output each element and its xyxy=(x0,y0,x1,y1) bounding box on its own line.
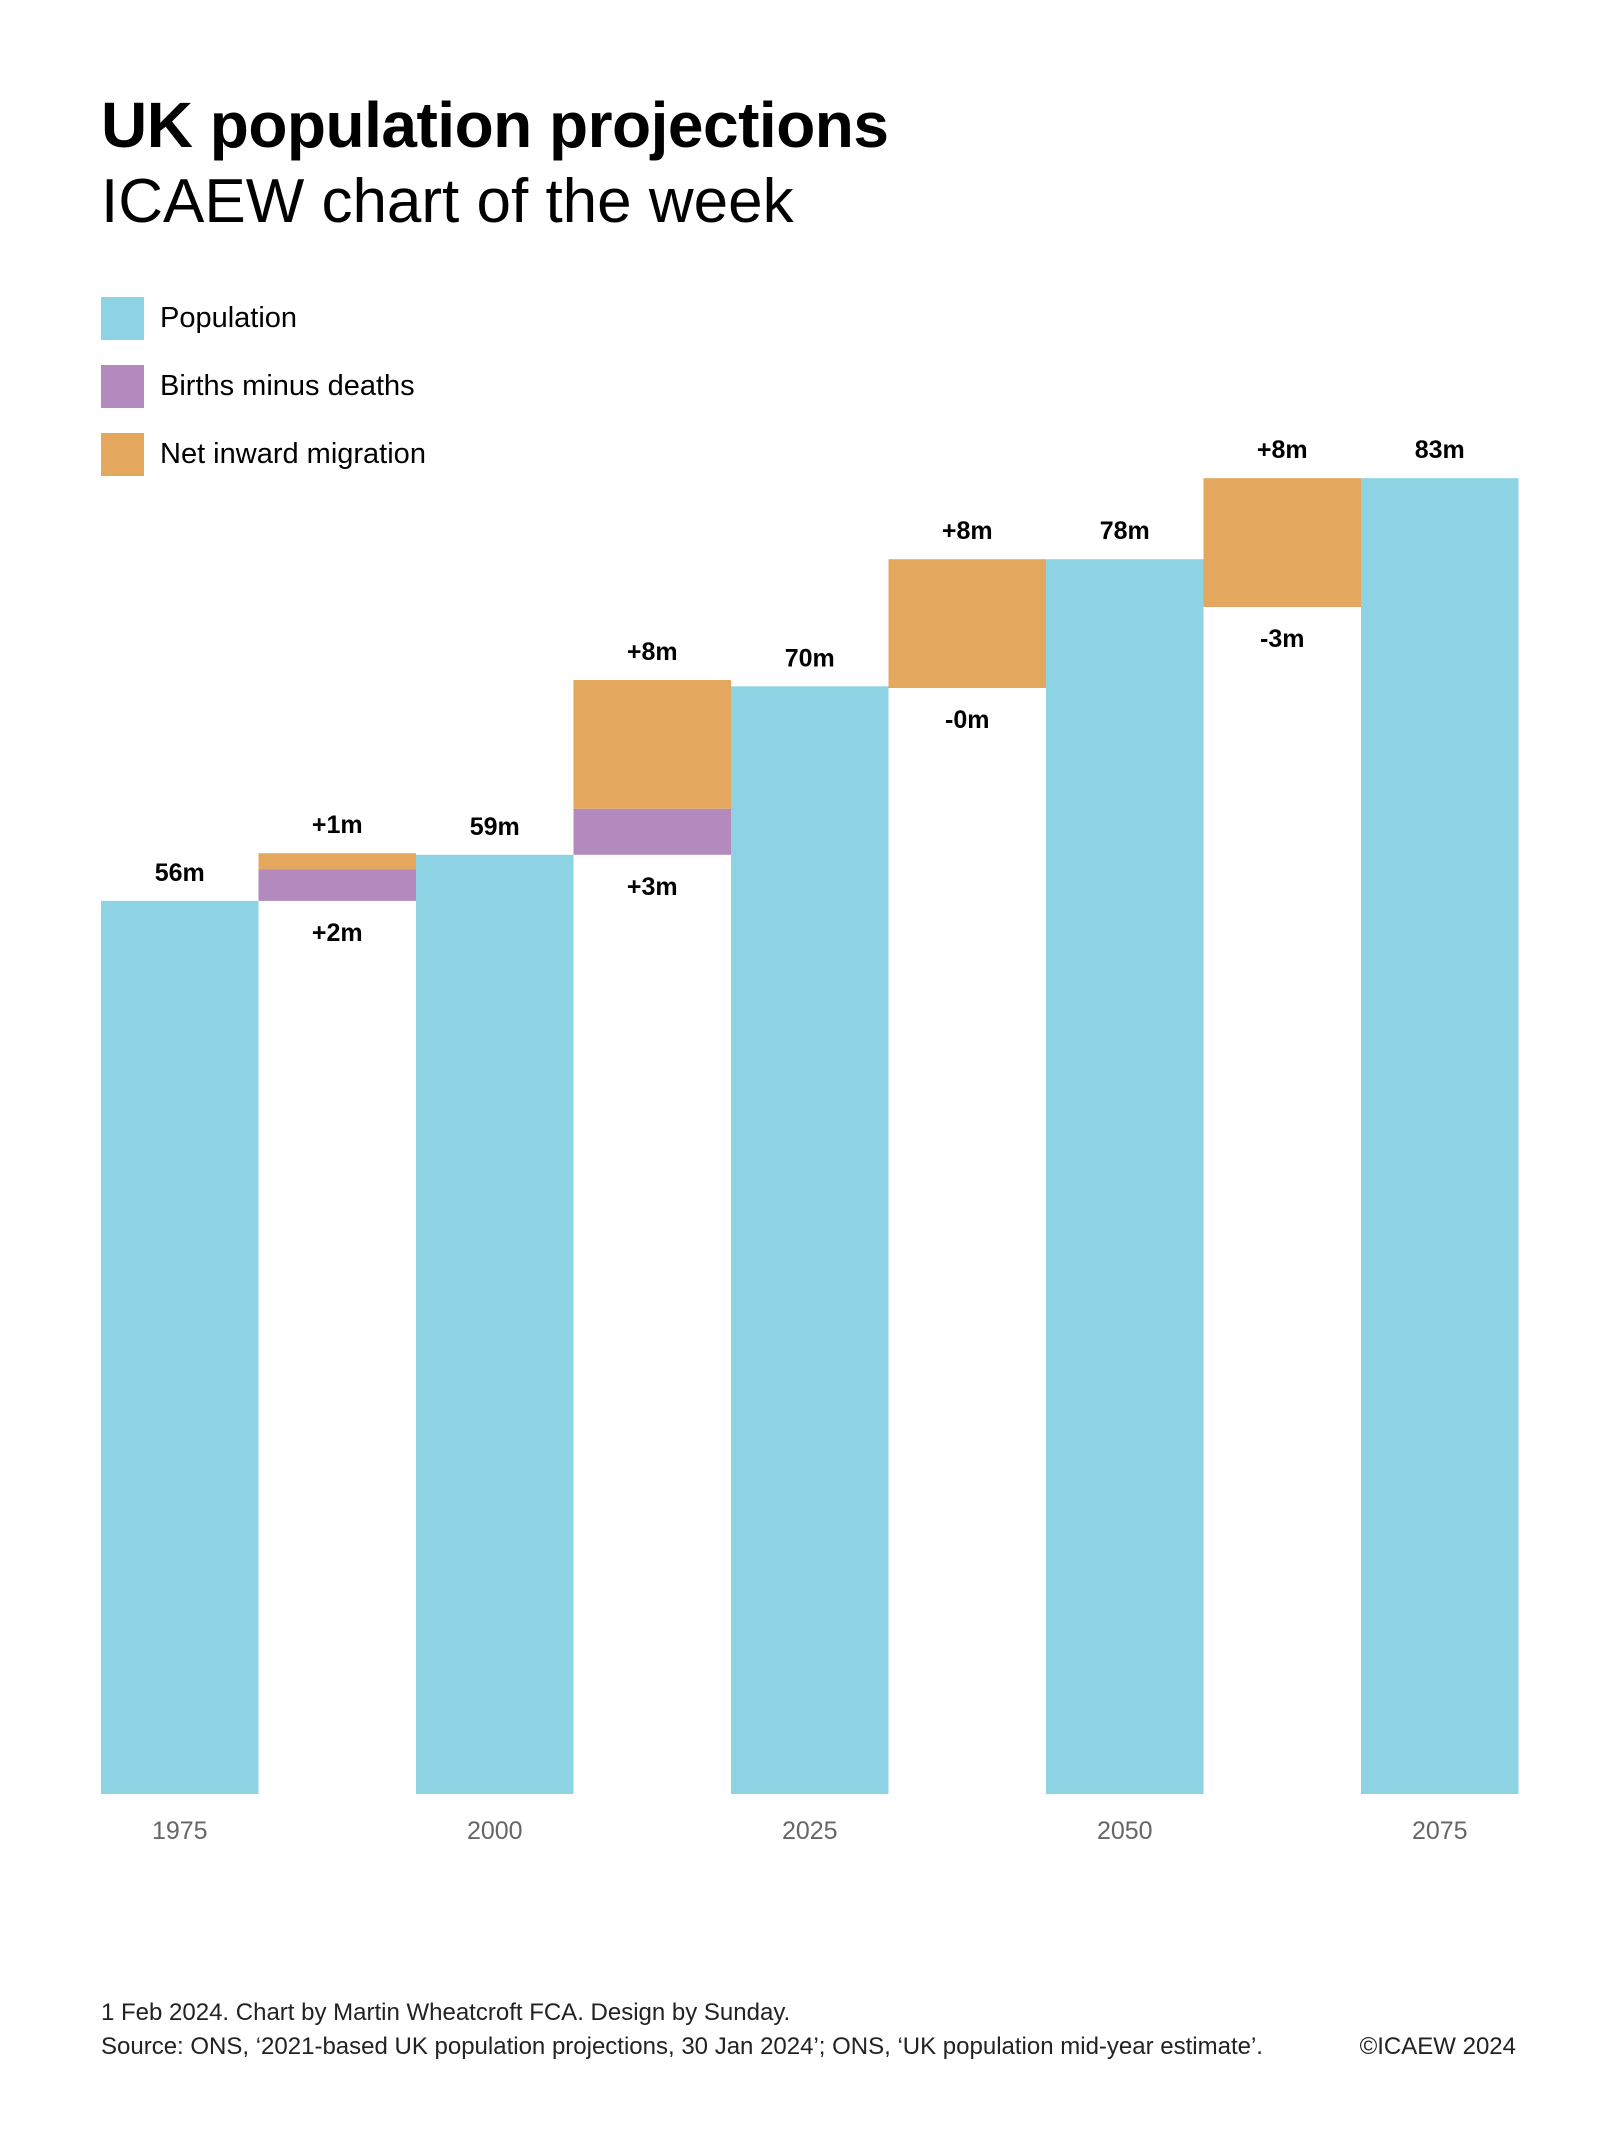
population-label-2075: 83m xyxy=(1415,436,1465,464)
legend-item-net-migration: Net inward migration xyxy=(101,432,426,476)
net-migration-bar-2000-2025 xyxy=(573,680,731,809)
legend-label-net-migration: Net inward migration xyxy=(160,437,426,470)
net-migration-bar-2025-2050 xyxy=(888,559,1046,688)
net-migration-label-2050-2075: +8m xyxy=(1257,436,1308,464)
births-minus-deaths-label-2050-2075: -3m xyxy=(1260,625,1304,653)
net-migration-label-1975-2000: +1m xyxy=(312,811,363,839)
births-minus-deaths-bar-1975-2000 xyxy=(258,869,416,901)
footer-credit: 1 Feb 2024. Chart by Martin Wheatcroft F… xyxy=(101,1999,791,2026)
population-bar-2025 xyxy=(731,686,889,1794)
population-label-2050: 78m xyxy=(1100,517,1150,545)
x-tick-label-2075: 2075 xyxy=(1412,1817,1468,1845)
chart-title: UK population projections xyxy=(101,89,889,161)
population-bar-2050 xyxy=(1046,559,1204,1794)
legend-item-births-minus-deaths: Births minus deaths xyxy=(101,364,426,408)
births-minus-deaths-label-1975-2000: +2m xyxy=(312,919,363,947)
population-bar-1975 xyxy=(101,900,259,1794)
births-minus-deaths-bar-2000-2025 xyxy=(573,808,731,855)
population-label-2000: 59m xyxy=(470,813,520,841)
legend-swatch-births-minus-deaths xyxy=(101,364,144,408)
legend: Population Births minus deaths Net inwar… xyxy=(101,296,426,500)
legend-label-population: Population xyxy=(160,301,298,334)
chart-subtitle: ICAEW chart of the week xyxy=(101,167,794,236)
legend-swatch-net-migration xyxy=(101,432,144,476)
x-tick-label-2000: 2000 xyxy=(467,1817,523,1845)
net-migration-label-2025-2050: +8m xyxy=(942,517,993,545)
x-tick-label-1975: 1975 xyxy=(152,1817,208,1845)
net-migration-label-2000-2025: +8m xyxy=(627,638,678,666)
x-tick-label-2025: 2025 xyxy=(782,1817,838,1845)
footer-source-line: Source: ONS, ‘2021-based UK population p… xyxy=(101,2030,1516,2064)
population-label-1975: 56m xyxy=(155,859,205,887)
net-migration-bar-1975-2000 xyxy=(258,853,416,870)
footer: 1 Feb 2024. Chart by Martin Wheatcroft F… xyxy=(101,1996,1516,2064)
population-bar-2075 xyxy=(1361,478,1519,1794)
x-tick-label-2050: 2050 xyxy=(1097,1817,1153,1845)
births-minus-deaths-label-2025-2050: -0m xyxy=(945,706,989,734)
population-label-2025: 70m xyxy=(785,644,835,672)
net-migration-bar-2050-2075 xyxy=(1203,478,1361,607)
legend-item-population: Population xyxy=(101,296,426,340)
births-minus-deaths-label-2000-2025: +3m xyxy=(627,873,678,901)
footer-copyright: ©ICAEW 2024 xyxy=(1359,2033,1516,2060)
footer-source: Source: ONS, ‘2021-based UK population p… xyxy=(101,2033,1263,2060)
legend-label-births-minus-deaths: Births minus deaths xyxy=(160,369,415,402)
legend-swatch-population xyxy=(101,296,144,340)
population-bar-2000 xyxy=(416,854,574,1794)
